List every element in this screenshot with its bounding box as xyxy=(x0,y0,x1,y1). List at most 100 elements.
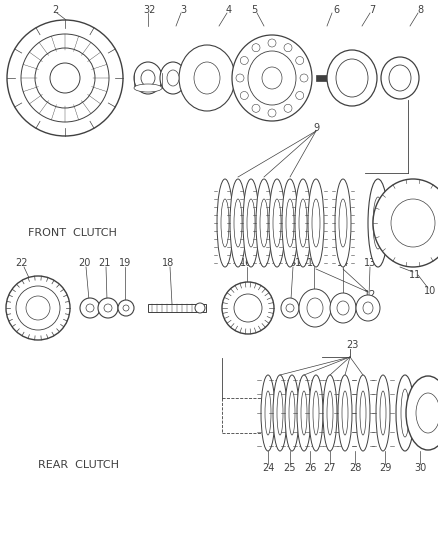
Ellipse shape xyxy=(396,375,414,451)
Ellipse shape xyxy=(356,295,380,321)
Ellipse shape xyxy=(389,65,411,91)
Ellipse shape xyxy=(381,57,419,99)
Ellipse shape xyxy=(247,199,255,247)
Text: 29: 29 xyxy=(379,463,391,473)
Ellipse shape xyxy=(356,375,370,451)
Text: 18: 18 xyxy=(162,258,174,268)
Ellipse shape xyxy=(277,391,283,435)
Text: 25: 25 xyxy=(284,463,296,473)
Ellipse shape xyxy=(401,389,409,437)
Ellipse shape xyxy=(360,391,366,435)
Ellipse shape xyxy=(221,199,229,247)
Ellipse shape xyxy=(368,179,388,267)
Bar xyxy=(316,75,334,81)
Ellipse shape xyxy=(261,375,275,451)
Ellipse shape xyxy=(373,179,438,267)
Ellipse shape xyxy=(363,302,373,314)
Text: 27: 27 xyxy=(324,463,336,473)
Ellipse shape xyxy=(299,199,307,247)
Ellipse shape xyxy=(141,70,155,86)
Ellipse shape xyxy=(312,199,320,247)
Text: 28: 28 xyxy=(349,463,361,473)
Ellipse shape xyxy=(285,375,299,451)
Ellipse shape xyxy=(380,391,386,435)
Text: 31: 31 xyxy=(289,258,301,268)
Ellipse shape xyxy=(406,376,438,450)
Ellipse shape xyxy=(269,179,285,267)
Text: 19: 19 xyxy=(119,258,131,268)
Text: 10: 10 xyxy=(424,286,436,296)
Ellipse shape xyxy=(194,62,220,94)
Ellipse shape xyxy=(6,276,70,340)
Ellipse shape xyxy=(123,305,129,311)
Ellipse shape xyxy=(35,48,95,108)
Text: 20: 20 xyxy=(78,258,90,268)
Ellipse shape xyxy=(260,199,268,247)
Ellipse shape xyxy=(295,179,311,267)
Ellipse shape xyxy=(104,304,112,312)
Ellipse shape xyxy=(7,20,123,136)
Ellipse shape xyxy=(282,179,298,267)
Text: 2: 2 xyxy=(52,5,58,15)
Ellipse shape xyxy=(273,199,281,247)
Ellipse shape xyxy=(335,179,351,267)
Text: 15: 15 xyxy=(307,258,319,268)
Ellipse shape xyxy=(337,301,349,315)
Ellipse shape xyxy=(256,179,272,267)
Ellipse shape xyxy=(313,391,319,435)
Ellipse shape xyxy=(301,391,307,435)
Text: 6: 6 xyxy=(333,5,339,15)
Text: 7: 7 xyxy=(369,5,375,15)
Ellipse shape xyxy=(308,179,324,267)
Ellipse shape xyxy=(167,70,179,86)
Text: 16: 16 xyxy=(240,258,252,268)
Ellipse shape xyxy=(376,375,390,451)
Ellipse shape xyxy=(26,296,50,320)
Ellipse shape xyxy=(222,282,274,334)
Ellipse shape xyxy=(217,179,233,267)
Text: 32: 32 xyxy=(144,5,156,15)
Ellipse shape xyxy=(230,179,246,267)
Ellipse shape xyxy=(339,199,347,247)
Ellipse shape xyxy=(327,391,333,435)
Text: 3: 3 xyxy=(180,5,186,15)
Ellipse shape xyxy=(86,304,94,312)
Ellipse shape xyxy=(195,303,205,313)
Ellipse shape xyxy=(21,34,109,122)
Bar xyxy=(148,304,206,312)
Ellipse shape xyxy=(281,298,299,318)
Ellipse shape xyxy=(286,304,294,312)
Ellipse shape xyxy=(234,199,242,247)
Ellipse shape xyxy=(338,375,352,451)
Ellipse shape xyxy=(309,375,323,451)
Ellipse shape xyxy=(134,62,162,94)
Ellipse shape xyxy=(16,286,60,330)
Ellipse shape xyxy=(299,289,331,327)
Ellipse shape xyxy=(327,50,377,106)
Ellipse shape xyxy=(98,298,118,318)
Text: FRONT  CLUTCH: FRONT CLUTCH xyxy=(28,228,117,238)
Ellipse shape xyxy=(336,59,368,97)
Text: 22: 22 xyxy=(16,258,28,268)
Ellipse shape xyxy=(273,375,287,451)
Ellipse shape xyxy=(265,391,271,435)
Text: 24: 24 xyxy=(262,463,274,473)
Ellipse shape xyxy=(286,199,294,247)
Text: 12: 12 xyxy=(364,290,376,300)
Ellipse shape xyxy=(323,375,337,451)
Ellipse shape xyxy=(118,300,134,316)
Ellipse shape xyxy=(243,179,259,267)
Ellipse shape xyxy=(330,293,356,323)
Text: 14: 14 xyxy=(337,258,349,268)
Ellipse shape xyxy=(232,35,312,121)
Ellipse shape xyxy=(179,45,235,111)
Ellipse shape xyxy=(391,199,435,247)
Ellipse shape xyxy=(289,391,295,435)
Text: 9: 9 xyxy=(313,123,319,133)
Text: 13: 13 xyxy=(364,258,376,268)
Ellipse shape xyxy=(50,63,80,93)
Text: 11: 11 xyxy=(409,270,421,280)
Text: 30: 30 xyxy=(414,463,426,473)
Ellipse shape xyxy=(342,391,348,435)
Ellipse shape xyxy=(80,298,100,318)
